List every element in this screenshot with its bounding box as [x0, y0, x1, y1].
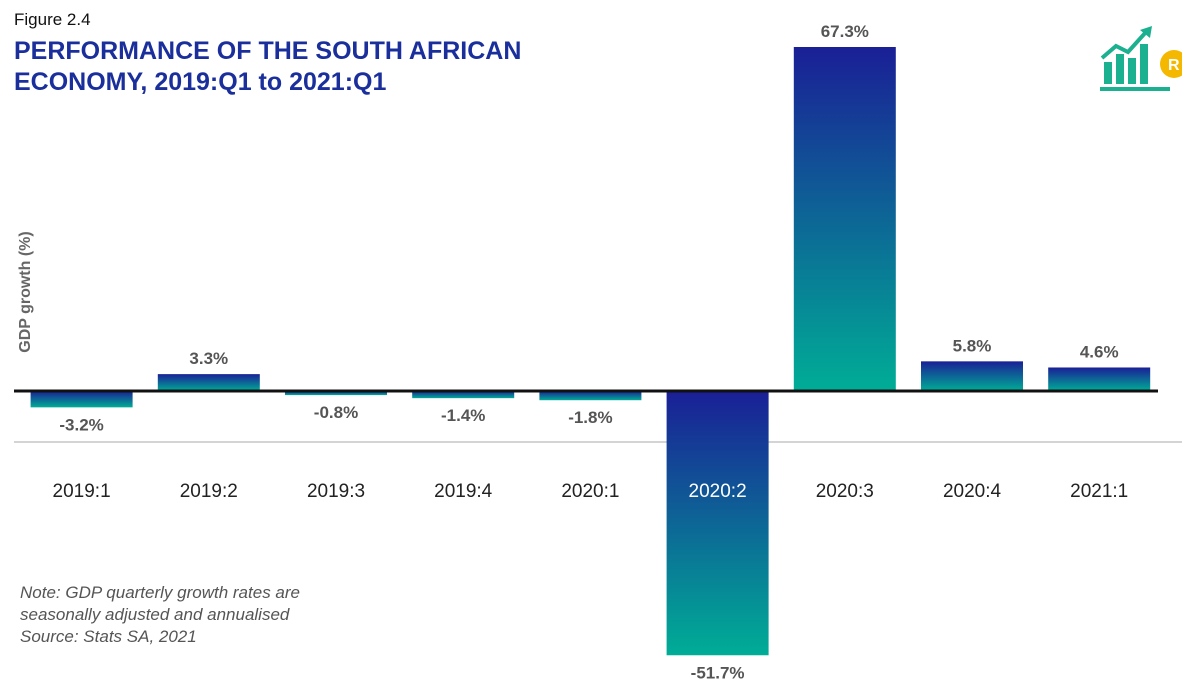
- chart-title-period: 2019:Q1 to 2021:Q1: [154, 68, 387, 96]
- bar-2019:4: [412, 391, 515, 399]
- category-label-2020:2: 2020:2: [689, 481, 747, 502]
- category-label-2020:1: 2020:1: [561, 481, 619, 502]
- category-label-2019:1: 2019:1: [53, 481, 111, 502]
- chart-title-main: PERFORMANCE OF THE SOUTH AFRICAN ECONOMY…: [14, 37, 522, 96]
- data-label-2021:1: 4.6%: [1080, 342, 1119, 361]
- svg-text:R: R: [1168, 57, 1180, 74]
- category-label-2019:3: 2019:3: [307, 481, 365, 502]
- note-line: seasonally adjusted and annualised: [20, 605, 290, 624]
- bar-2020:2: [666, 391, 769, 656]
- bar-2019:1: [30, 391, 133, 408]
- data-label-2020:4: 5.8%: [953, 336, 992, 355]
- source-line: Source: Stats SA, 2021: [20, 627, 197, 646]
- bar-2020:1: [539, 391, 642, 401]
- chart-note: Note: GDP quarterly growth rates are sea…: [20, 582, 300, 648]
- data-label-2019:2: 3.3%: [189, 349, 228, 368]
- category-label-2019:4: 2019:4: [434, 481, 493, 502]
- data-label-2020:1: -1.8%: [568, 408, 612, 427]
- bar-2019:2: [157, 374, 260, 391]
- note-line: Note: GDP quarterly growth rates are: [20, 583, 300, 602]
- category-label-2020:4: 2020:4: [943, 481, 1002, 502]
- data-label-2020:3: 67.3%: [821, 22, 869, 41]
- category-label-2020:3: 2020:3: [816, 481, 874, 502]
- bar-2020:4: [921, 361, 1023, 391]
- category-label-2021:1: 2021:1: [1070, 481, 1128, 502]
- data-label-2019:4: -1.4%: [441, 406, 485, 425]
- category-label-2019:2: 2019:2: [180, 481, 238, 502]
- figure-label: Figure 2.4: [14, 10, 91, 29]
- growth-chart-rand-icon: R: [1096, 24, 1182, 100]
- bar-2021:1: [1048, 367, 1151, 391]
- chart-title: PERFORMANCE OF THE SOUTH AFRICAN ECONOMY…: [14, 36, 654, 98]
- data-label-2019:1: -3.2%: [59, 415, 103, 434]
- bar-2020:3: [793, 47, 896, 391]
- bar-2019:3: [285, 391, 387, 396]
- data-label-2020:2: -51.7%: [691, 663, 745, 682]
- y-axis-label: GDP growth (%): [17, 231, 34, 352]
- data-label-2019:3: -0.8%: [314, 403, 358, 422]
